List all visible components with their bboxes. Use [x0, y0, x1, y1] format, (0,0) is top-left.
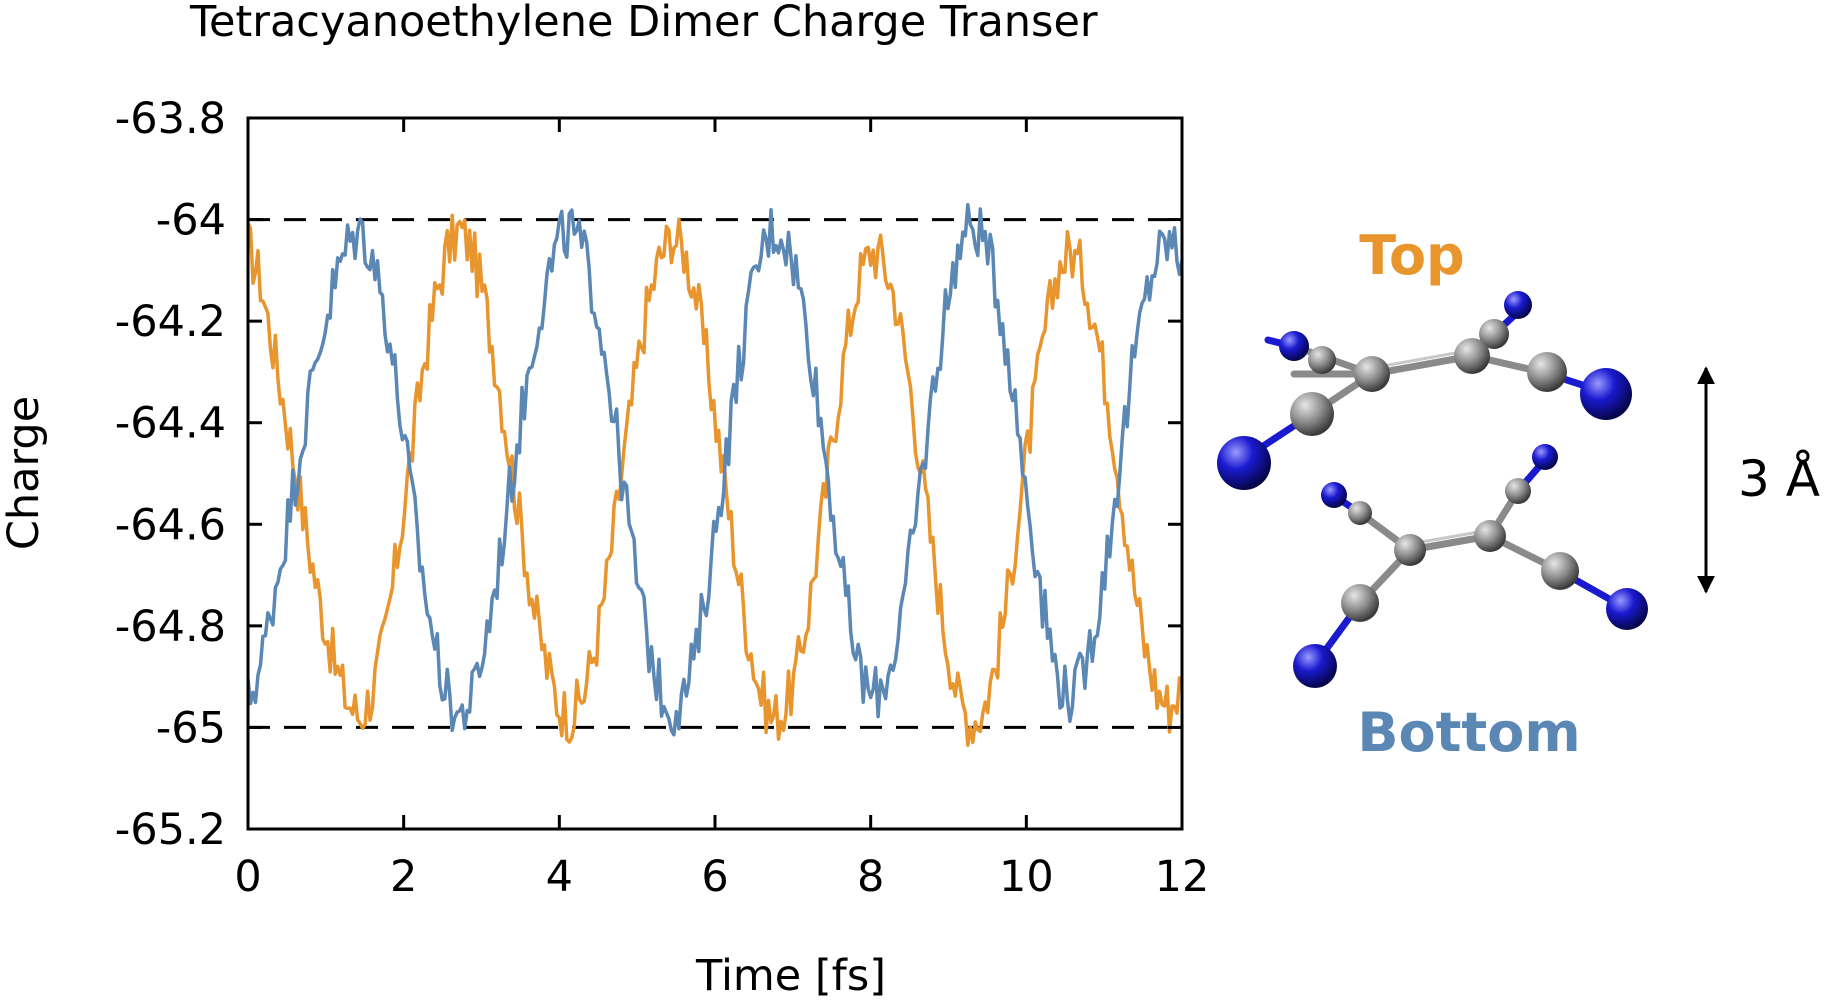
- nitrogen-atom: [1217, 436, 1271, 490]
- carbon-atom: [1479, 319, 1509, 349]
- carbon-atom: [1394, 534, 1426, 566]
- series-line-bottom: [246, 202, 1184, 737]
- x-axis-label: Time [fs]: [695, 951, 886, 1000]
- x-tick-label: 10: [999, 852, 1054, 902]
- y-tick-label: -63.8: [115, 94, 226, 144]
- nitrogen-atom: [1504, 291, 1532, 319]
- y-tick-label: -65: [156, 703, 226, 753]
- y-tick-label: -65.2: [115, 805, 226, 855]
- y-tick-label: -64.2: [115, 297, 226, 347]
- y-tick-label: -64: [156, 196, 226, 246]
- x-tick-label: 8: [857, 852, 884, 902]
- carbon-atom: [1354, 356, 1390, 392]
- y-tick-label: -64.8: [115, 602, 226, 652]
- y-axis: -63.8 -64 -64.2 -64.4 -64.6 -64.8 -65 -65.2: [115, 94, 1182, 855]
- carbon-atom: [1348, 501, 1372, 525]
- carbon-atom: [1308, 346, 1336, 374]
- top-molecule: [1217, 291, 1632, 490]
- carbon-atom: [1341, 584, 1379, 622]
- nitrogen-atom: [1293, 644, 1337, 688]
- distance-label: 3 Å: [1738, 450, 1820, 508]
- nitrogen-atom: [1606, 588, 1648, 630]
- plot-area: 0 2 4 6 8 10 12 -63.8-64-64.2-64.4-64.6-64.8-6…: [115, 94, 1210, 902]
- carbon-atom: [1505, 478, 1531, 504]
- carbon-atom: [1527, 352, 1567, 392]
- molecule-top-label: Top: [1359, 224, 1464, 287]
- x-axis: 0 2 4 6 8 10 12: [234, 118, 1209, 902]
- series-layer: [246, 202, 1184, 747]
- nitrogen-atom: [1321, 482, 1347, 508]
- x-tick-label: 4: [546, 852, 573, 902]
- x-tick-label: 0: [234, 852, 261, 902]
- y-tick-label: -64.4: [115, 399, 226, 449]
- molecule-bottom-label: Bottom: [1357, 701, 1580, 764]
- nitrogen-atom: [1532, 444, 1558, 470]
- carbon-atom: [1541, 552, 1579, 590]
- y-axis-label: Charge: [0, 396, 49, 550]
- nitrogen-atom: [1279, 331, 1309, 361]
- chart-title: Tetracyanoethylene Dimer Charge Transer: [189, 0, 1098, 47]
- x-tick-label: 12: [1155, 852, 1210, 902]
- reference-lines: [248, 218, 1182, 729]
- carbon-atom: [1454, 338, 1490, 374]
- x-tick-label: 6: [701, 852, 728, 902]
- carbon-atom: [1290, 392, 1334, 436]
- nitrogen-atom: [1580, 368, 1632, 420]
- molecule-illustration: Top Bottom: [1217, 224, 1820, 764]
- plot-frame: [246, 116, 1184, 831]
- series-line-top: [246, 213, 1184, 747]
- carbon-atom: [1474, 520, 1506, 552]
- x-tick-label: 2: [390, 852, 417, 902]
- bottom-molecule: [1293, 444, 1648, 688]
- y-tick-label: -64.6: [115, 500, 226, 550]
